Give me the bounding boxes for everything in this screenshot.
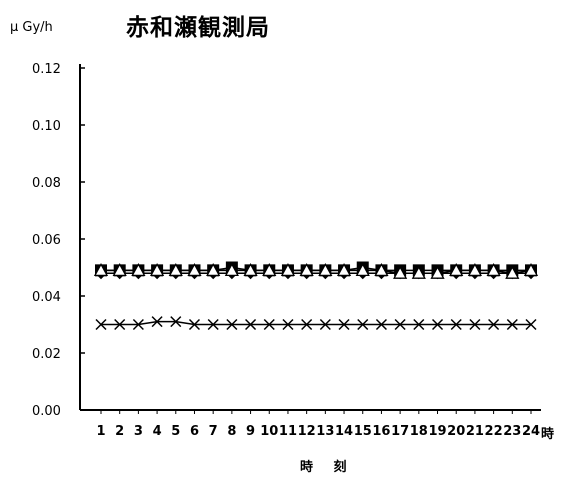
marker-x [469, 318, 481, 331]
x-tick-label: 12 [298, 424, 316, 439]
y-tick-label: 0.10 [32, 119, 61, 134]
marker-triangle [411, 265, 426, 279]
marker-triangle [430, 265, 445, 279]
x-tick-label: 15 [354, 424, 372, 439]
marker-x [357, 318, 369, 331]
marker-x [207, 318, 219, 331]
marker-triangle [467, 262, 483, 277]
marker-triangle [374, 262, 389, 277]
marker-triangle [131, 262, 146, 277]
x-tick-label: 2 [115, 424, 124, 439]
x-tick-label: 3 [134, 424, 143, 439]
marker-triangle [206, 262, 221, 277]
x-tick-label: 23 [503, 424, 521, 439]
marker-triangle [262, 262, 277, 277]
x-tick-label: 21 [466, 424, 484, 439]
marker-triangle [449, 262, 464, 277]
marker-triangle [336, 262, 352, 277]
x-tick-label: 17 [391, 424, 409, 439]
marker-x [506, 318, 518, 331]
marker-x [170, 316, 182, 328]
chart-title: 赤和瀬観測局 [126, 15, 270, 41]
marker-x [226, 318, 238, 331]
marker-triangle [224, 262, 239, 277]
y-tick-label: 0.06 [32, 233, 61, 248]
y-tick-label: 0.08 [32, 176, 61, 191]
marker-triangle [168, 262, 183, 277]
x-tick-label: 4 [153, 424, 162, 439]
x-axis-unit-label: 時 [541, 427, 555, 442]
marker-triangle [149, 262, 165, 277]
x-tick-label: 10 [260, 424, 278, 439]
marker-x [338, 318, 350, 331]
marker-x [431, 318, 444, 331]
x-tick-label: 13 [316, 424, 334, 439]
marker-triangle [355, 262, 370, 277]
y-tick-label: 0.04 [32, 290, 61, 305]
x-tick-label: 14 [335, 424, 353, 439]
marker-triangle [299, 262, 314, 277]
x-tick-label: 16 [372, 424, 390, 439]
marker-triangle [187, 262, 202, 277]
marker-x [525, 318, 537, 331]
x-tick-label: 8 [227, 424, 236, 439]
marker-triangle [112, 262, 127, 277]
marker-x [114, 318, 126, 331]
marker-x [488, 318, 500, 331]
x-tick-label: 18 [410, 424, 428, 439]
x-tick-label: 5 [171, 424, 180, 439]
marker-triangle [243, 262, 258, 277]
x-tick-label: 24 [522, 424, 540, 439]
marker-triangle [505, 265, 520, 279]
marker-x [394, 318, 406, 331]
y-tick-label: 0.00 [32, 404, 61, 419]
marker-triangle [393, 265, 408, 279]
y-axis-unit-label: μ Gy/h [10, 20, 53, 35]
marker-x [450, 318, 462, 331]
marker-x [132, 318, 144, 331]
x-tick-label: 11 [279, 424, 297, 439]
marker-x [282, 318, 294, 331]
y-tick-label: 0.02 [32, 347, 61, 362]
y-tick-label: 0.12 [32, 62, 61, 77]
marker-x [319, 318, 331, 331]
series-line-x [101, 320, 531, 326]
x-tick-label: 20 [447, 424, 465, 439]
marker-triangle [280, 262, 296, 277]
x-tick-label: 19 [428, 424, 446, 439]
marker-x [375, 318, 387, 331]
marker-x [95, 318, 107, 331]
marker-x [188, 318, 201, 331]
marker-x [245, 318, 257, 331]
marker-triangle [486, 262, 501, 277]
marker-triangle [93, 262, 109, 277]
x-tick-label: 22 [485, 424, 503, 439]
marker-x [301, 318, 313, 331]
x-tick-label: 9 [246, 424, 255, 439]
marker-x [413, 318, 425, 331]
x-tick-label: 6 [190, 424, 199, 439]
x-tick-label: 1 [96, 424, 105, 439]
x-axis-title: 時 刻 [300, 460, 355, 475]
marker-x [263, 318, 275, 331]
marker-triangle [523, 262, 539, 277]
x-tick-label: 7 [209, 424, 218, 439]
marker-x [151, 316, 163, 328]
marker-triangle [318, 262, 333, 277]
